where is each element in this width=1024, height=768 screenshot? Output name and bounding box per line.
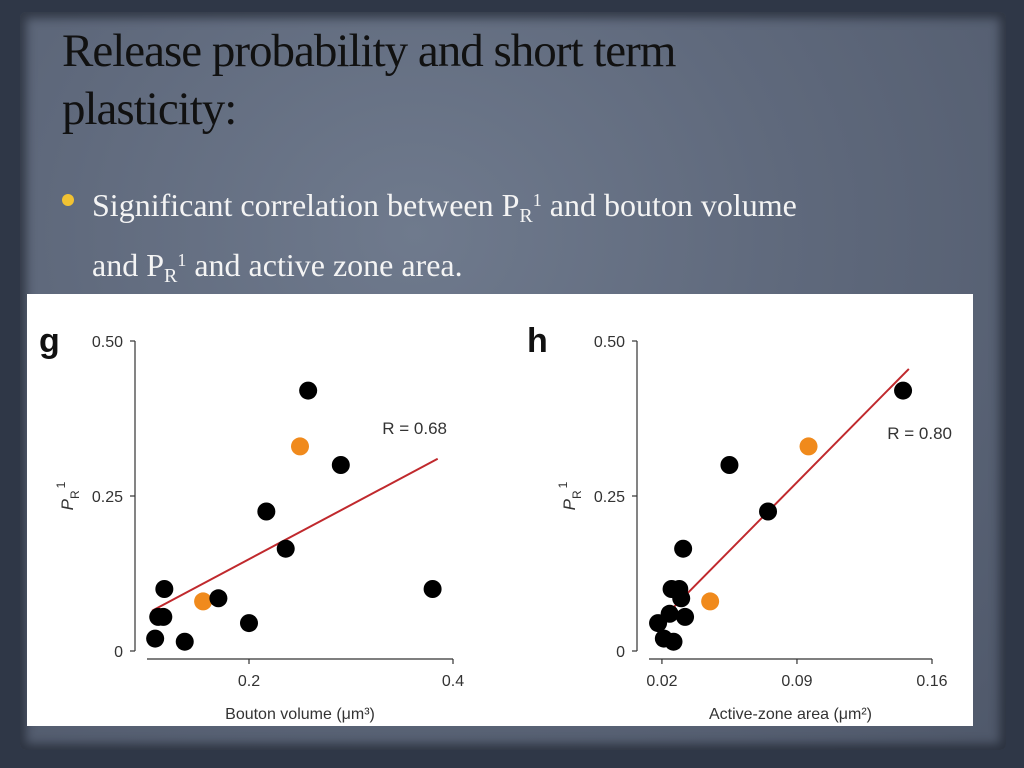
- data-point: [664, 632, 683, 651]
- x-tick-label: 0.16: [916, 673, 947, 690]
- data-point: [674, 539, 693, 558]
- scatter-figure: g 0 0.25 0.50 0.2 0.4 Bouton volume (μm³) PR1 R …: [39, 322, 952, 723]
- y-axis-label: PR1: [556, 481, 584, 510]
- slide-title: Release probability and short term plast…: [62, 22, 962, 138]
- bullet-sup1: 1: [532, 190, 542, 210]
- data-point: [175, 632, 194, 651]
- fit-line: [657, 368, 910, 624]
- x-tick-label: 0.02: [646, 673, 677, 690]
- data-point: [720, 456, 739, 474]
- bullet-text-part2: and bouton volume: [541, 187, 797, 223]
- data-point: [672, 589, 691, 608]
- data-point: [257, 502, 276, 521]
- data-point: [759, 502, 778, 521]
- data-point: [146, 629, 165, 648]
- correlation-annotation: R = 0.68: [382, 419, 447, 438]
- y-tick-label: 0.50: [594, 334, 625, 351]
- x-axis-label: Active-zone area (μm²): [709, 706, 872, 723]
- data-point: [894, 381, 913, 400]
- y-tick-label: 0: [616, 644, 625, 661]
- x-tick-label: 0.09: [781, 673, 812, 690]
- data-point-highlighted: [291, 437, 309, 456]
- bullet-text-part3: and P: [92, 247, 164, 283]
- panel-label: h: [527, 322, 548, 360]
- data-point-highlighted: [799, 437, 818, 456]
- data-point: [676, 607, 695, 626]
- bullet-sub1: R: [519, 205, 533, 227]
- bullet-dot-icon: [62, 194, 74, 206]
- y-tick-label: 0.50: [92, 334, 123, 351]
- panel-label: g: [39, 322, 60, 360]
- y-tick-label: 0.25: [92, 489, 123, 506]
- title-line-2: plasticity:: [62, 83, 237, 135]
- x-tick-label: 0.4: [442, 673, 464, 690]
- data-point: [331, 456, 350, 474]
- data-point-highlighted: [701, 592, 720, 611]
- bullet-sup2: 1: [177, 250, 187, 270]
- data-point: [423, 580, 442, 598]
- data-point: [209, 589, 228, 608]
- data-point: [155, 580, 174, 598]
- bullet-sub2: R: [164, 265, 178, 287]
- data-point: [660, 604, 679, 623]
- bullet-text: Significant correlation between PR1 and …: [92, 178, 992, 298]
- data-point: [154, 607, 173, 626]
- bullet-text-part4: and active zone area.: [186, 247, 463, 283]
- x-axis-label: Bouton volume (μm³): [225, 706, 375, 723]
- fit-line: [151, 457, 439, 612]
- data-point: [240, 614, 258, 633]
- figure-panel: g 0 0.25 0.50 0.2 0.4 Bouton volume (μm³) PR1 R …: [27, 294, 973, 726]
- data-point: [276, 539, 295, 558]
- data-point-highlighted: [194, 592, 213, 611]
- correlation-annotation: R = 0.80: [887, 424, 952, 443]
- data-point: [299, 381, 318, 400]
- bullet-text-part1: Significant correlation between P: [92, 187, 520, 223]
- title-line-1: Release probability and short term: [62, 25, 676, 77]
- y-axis-label: PR1: [54, 481, 82, 510]
- y-tick-label: 0.25: [594, 489, 625, 506]
- x-tick-label: 0.2: [238, 673, 260, 690]
- y-tick-label: 0: [114, 644, 123, 661]
